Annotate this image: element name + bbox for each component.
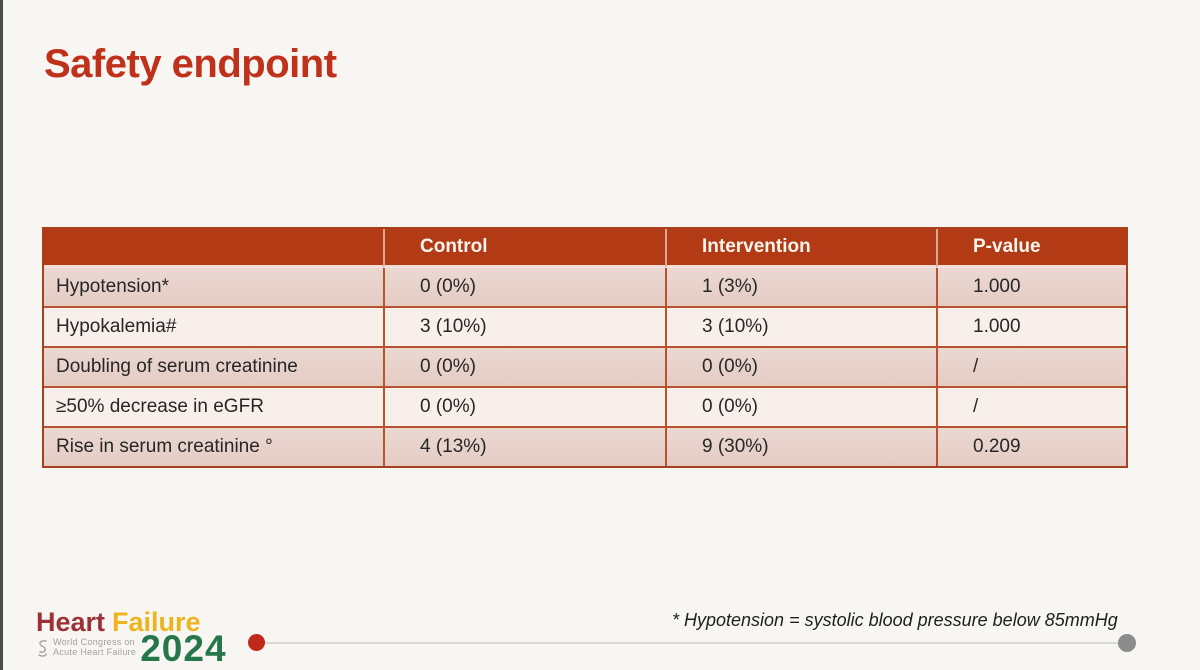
logo-subtitle-line2: Acute Heart Failure bbox=[53, 647, 137, 657]
row-label: ≥50% decrease in eGFR bbox=[44, 386, 383, 426]
heart-failure-2024-logo: Heart Failure World Congress on Acute Hea… bbox=[36, 608, 256, 667]
control-value: 3 (10%) bbox=[383, 306, 665, 346]
row-label: Hypotension* bbox=[44, 268, 383, 306]
table-row: Hypokalemia# 3 (10%) 3 (10%) 1.000 bbox=[44, 306, 1126, 346]
footnote-hypotension: * Hypotension = systolic blood pressure … bbox=[672, 610, 1118, 630]
timeline-line bbox=[258, 642, 1128, 644]
logo-subtitle: World Congress on Acute Heart Failure bbox=[53, 637, 136, 657]
p-value: / bbox=[936, 386, 1126, 426]
intervention-value: 1 (3%) bbox=[665, 268, 936, 306]
intervention-value: 9 (30%) bbox=[665, 426, 936, 466]
table-row: Rise in serum creatinine ° 4 (13%) 9 (30… bbox=[44, 426, 1126, 466]
logo-wordmark: Heart Failure bbox=[36, 608, 256, 636]
table-row: Hypotension* 0 (0%) 1 (3%) 1.000 bbox=[44, 268, 1126, 306]
intervention-value: 0 (0%) bbox=[665, 346, 936, 386]
table-row: ≥50% decrease in eGFR 0 (0%) 0 (0%) / bbox=[44, 386, 1126, 426]
logo-subtitle-line1: World Congress on bbox=[53, 637, 135, 647]
header-p-value: P-value bbox=[936, 229, 1126, 268]
left-edge-artifact bbox=[0, 0, 3, 670]
row-label: Hypokalemia# bbox=[44, 306, 383, 346]
p-value: / bbox=[936, 346, 1126, 386]
header-control: Control bbox=[383, 229, 665, 268]
row-label: Doubling of serum creatinine bbox=[44, 346, 383, 386]
logo-heart-text: Heart bbox=[36, 607, 106, 637]
p-value: 1.000 bbox=[936, 268, 1126, 306]
table-header-row: Control Intervention P-value bbox=[44, 229, 1126, 268]
timeline-end-dot bbox=[1118, 634, 1136, 652]
page-title: Safety endpoint bbox=[44, 42, 337, 86]
control-value: 0 (0%) bbox=[383, 268, 665, 306]
logo-bottom-row: World Congress on Acute Heart Failure 20… bbox=[36, 630, 256, 667]
row-label: Rise in serum creatinine ° bbox=[44, 426, 383, 466]
timeline-start-dot bbox=[248, 634, 265, 651]
safety-endpoint-table: Control Intervention P-value Hypotension… bbox=[42, 227, 1128, 468]
header-intervention: Intervention bbox=[665, 229, 936, 268]
logo-failure-text: Failure bbox=[112, 607, 201, 637]
header-empty-cell bbox=[44, 229, 383, 268]
intervention-value: 0 (0%) bbox=[665, 386, 936, 426]
table-row: Doubling of serum creatinine 0 (0%) 0 (0… bbox=[44, 346, 1126, 386]
control-value: 0 (0%) bbox=[383, 346, 665, 386]
p-value: 1.000 bbox=[936, 306, 1126, 346]
control-value: 0 (0%) bbox=[383, 386, 665, 426]
intervention-value: 3 (10%) bbox=[665, 306, 936, 346]
p-value: 0.209 bbox=[936, 426, 1126, 466]
control-value: 4 (13%) bbox=[383, 426, 665, 466]
congress-glyph-icon bbox=[36, 639, 49, 663]
logo-year: 2024 bbox=[140, 628, 227, 669]
footnotes: * Hypotension = systolic blood pressure … bbox=[672, 558, 1129, 670]
